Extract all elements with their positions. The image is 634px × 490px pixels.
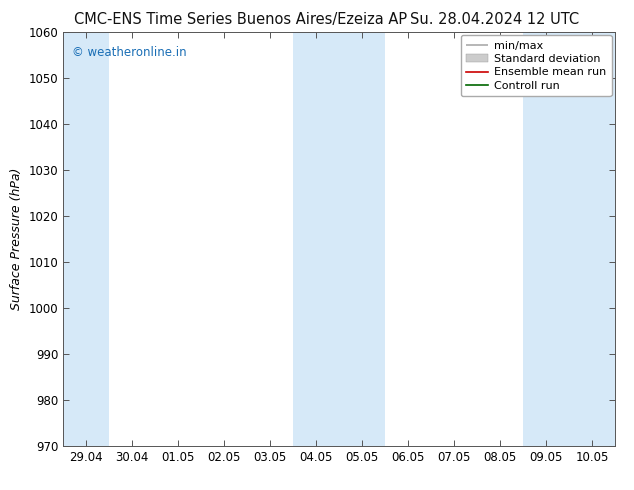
Y-axis label: Surface Pressure (hPa): Surface Pressure (hPa) <box>10 168 23 310</box>
Legend: min/max, Standard deviation, Ensemble mean run, Controll run: min/max, Standard deviation, Ensemble me… <box>460 35 612 97</box>
Text: CMC-ENS Time Series Buenos Aires/Ezeiza AP: CMC-ENS Time Series Buenos Aires/Ezeiza … <box>74 12 408 27</box>
Text: Su. 28.04.2024 12 UTC: Su. 28.04.2024 12 UTC <box>410 12 579 27</box>
Bar <box>63 32 110 446</box>
Text: © weatheronline.in: © weatheronline.in <box>72 47 186 59</box>
Bar <box>523 32 615 446</box>
Bar <box>293 32 385 446</box>
